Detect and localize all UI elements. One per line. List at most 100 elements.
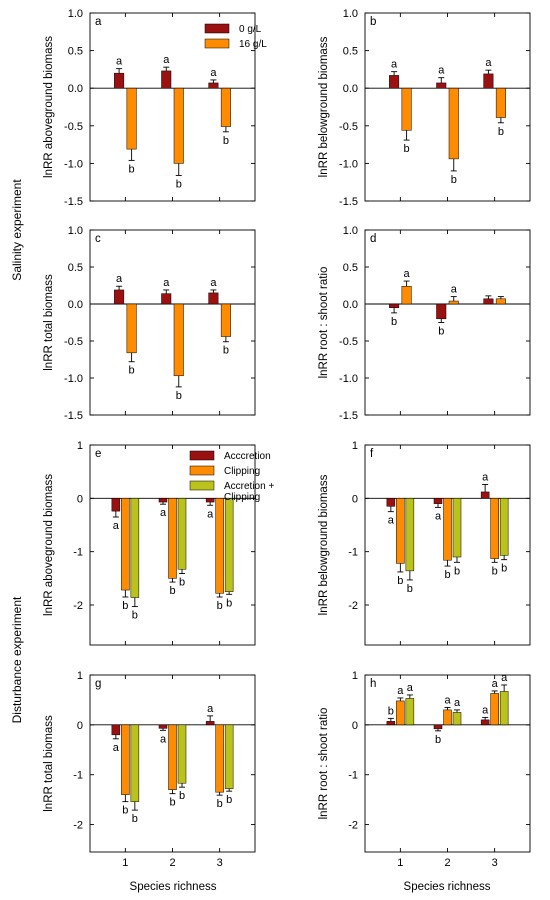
bar bbox=[168, 498, 177, 579]
plot-frame bbox=[364, 229, 531, 416]
bar bbox=[111, 498, 121, 512]
bar bbox=[396, 498, 405, 564]
bar bbox=[173, 303, 184, 377]
significance-letter: b bbox=[404, 143, 410, 155]
significance-letter: b bbox=[454, 565, 460, 577]
y-tick-label: 1.0 bbox=[343, 8, 358, 20]
bar bbox=[386, 721, 396, 726]
y-tick-label: 1 bbox=[352, 440, 358, 452]
y-axis-label: lnRR aboveground biomass bbox=[43, 36, 55, 178]
plot-frame bbox=[364, 674, 531, 853]
bar bbox=[436, 303, 447, 320]
bar bbox=[480, 491, 490, 499]
significance-letter: b bbox=[435, 734, 441, 746]
bar bbox=[168, 724, 177, 790]
significance-letter: b bbox=[169, 585, 175, 597]
bar bbox=[443, 709, 452, 726]
bar bbox=[490, 693, 499, 726]
significance-letter: a bbox=[482, 471, 489, 483]
y-tick-label: -0.5 bbox=[339, 121, 358, 133]
bar bbox=[121, 498, 130, 591]
y-tick-label: 0.5 bbox=[343, 46, 358, 58]
bar bbox=[220, 303, 231, 337]
y-axis-label: lnRR belowground biomass bbox=[318, 36, 330, 177]
legend-label: Clipping bbox=[224, 466, 260, 477]
significance-letter: b bbox=[438, 326, 444, 338]
significance-letter: b bbox=[388, 705, 394, 717]
y-tick-label: -1.0 bbox=[339, 373, 358, 385]
y-tick-label: -1.0 bbox=[64, 373, 83, 385]
x-tick-label: 3 bbox=[217, 857, 223, 869]
bar bbox=[158, 498, 168, 503]
bar bbox=[224, 498, 234, 592]
bar bbox=[126, 87, 137, 150]
y-tick-label: 1.0 bbox=[68, 8, 83, 20]
legend-label: 0 g/L bbox=[239, 24, 262, 35]
significance-letter: b bbox=[492, 565, 498, 577]
y-tick-label: 0.5 bbox=[68, 46, 83, 58]
bar bbox=[205, 498, 215, 503]
y-axis-label: lnRR root : shoot ratio bbox=[318, 708, 330, 820]
significance-letter: a bbox=[451, 284, 458, 296]
panel-c: 1.0 0.5 0.0 -0.5 -1.0 -1.5 a a a b b b c lnRR total b… bbox=[43, 225, 256, 422]
y-tick-label: -1.5 bbox=[64, 410, 83, 422]
legend-swatch bbox=[189, 465, 215, 476]
bar bbox=[215, 724, 224, 793]
bar bbox=[401, 87, 412, 131]
bar bbox=[224, 724, 234, 789]
bar bbox=[495, 298, 506, 305]
panel-letter: h bbox=[370, 678, 376, 690]
bar bbox=[448, 87, 459, 160]
bar bbox=[161, 293, 172, 305]
plot-frame bbox=[364, 12, 531, 202]
plot-frame bbox=[89, 12, 256, 202]
y-tick-label: 0.0 bbox=[343, 299, 358, 311]
significance-letter: b bbox=[132, 813, 138, 825]
bar bbox=[433, 498, 443, 504]
y-tick-label: -0.5 bbox=[64, 336, 83, 348]
significance-letter: b bbox=[391, 316, 397, 328]
significance-letter: b bbox=[132, 610, 138, 622]
significance-letter: b bbox=[498, 126, 504, 138]
significance-letter: a bbox=[397, 685, 404, 697]
bar bbox=[452, 712, 462, 726]
significance-letter: a bbox=[163, 277, 170, 289]
bar bbox=[443, 498, 452, 561]
significance-letter: a bbox=[407, 682, 414, 694]
y-tick-label: 1.0 bbox=[343, 225, 358, 237]
bar bbox=[483, 298, 494, 305]
significance-letter: b bbox=[226, 597, 232, 609]
bar bbox=[389, 75, 400, 89]
bar bbox=[158, 724, 168, 729]
panel-letter: g bbox=[95, 678, 101, 690]
bar bbox=[433, 724, 443, 730]
bar bbox=[161, 70, 172, 89]
legend-swatch bbox=[204, 23, 230, 34]
bar bbox=[114, 72, 125, 89]
panel-letter: f bbox=[370, 448, 374, 460]
bar bbox=[401, 285, 412, 305]
legend: 0 g/L 16 g/L bbox=[204, 23, 267, 50]
salinity-group-label: Salinity experiment bbox=[10, 179, 24, 281]
bar bbox=[130, 498, 140, 598]
y-tick-label: 0.5 bbox=[343, 262, 358, 274]
significance-letter: b bbox=[122, 805, 128, 817]
significance-letter: b bbox=[129, 365, 135, 377]
y-tick-label: -1 bbox=[348, 547, 358, 559]
bar bbox=[389, 303, 400, 308]
significance-letter: a bbox=[113, 520, 120, 532]
panel-letter: a bbox=[95, 16, 102, 28]
bar bbox=[220, 87, 231, 127]
significance-letter: a bbox=[444, 694, 451, 706]
y-axis-label: lnRR root : shoot ratio bbox=[318, 267, 330, 379]
y-tick-label: -1.5 bbox=[339, 196, 358, 208]
y-tick-label: -1 bbox=[73, 547, 83, 559]
significance-letter: b bbox=[451, 174, 457, 186]
significance-letter: b bbox=[501, 563, 507, 575]
plot-frame bbox=[89, 674, 256, 853]
bar bbox=[130, 724, 140, 802]
